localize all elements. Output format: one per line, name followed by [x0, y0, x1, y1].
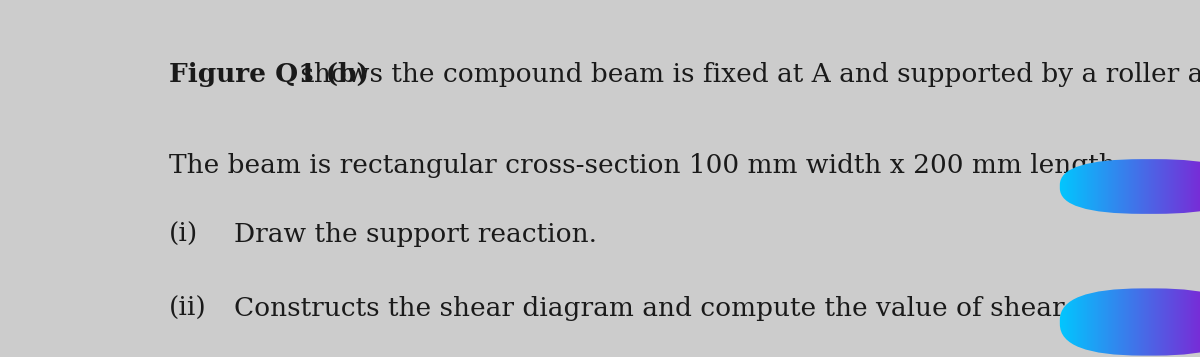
Text: shows the compound beam is fixed at A and supported by a roller at B.: shows the compound beam is fixed at A an…	[293, 62, 1200, 87]
Text: Figure Q1 (b): Figure Q1 (b)	[168, 62, 368, 87]
Text: (ii): (ii)	[168, 296, 206, 321]
Text: The beam is rectangular cross-section 100 mm width x 200 mm length.: The beam is rectangular cross-section 10…	[168, 153, 1123, 178]
Text: (i): (i)	[168, 221, 198, 247]
Text: Constructs the shear diagram and compute the value of shear.: Constructs the shear diagram and compute…	[234, 296, 1070, 321]
Text: Draw the support reaction.: Draw the support reaction.	[234, 221, 596, 247]
